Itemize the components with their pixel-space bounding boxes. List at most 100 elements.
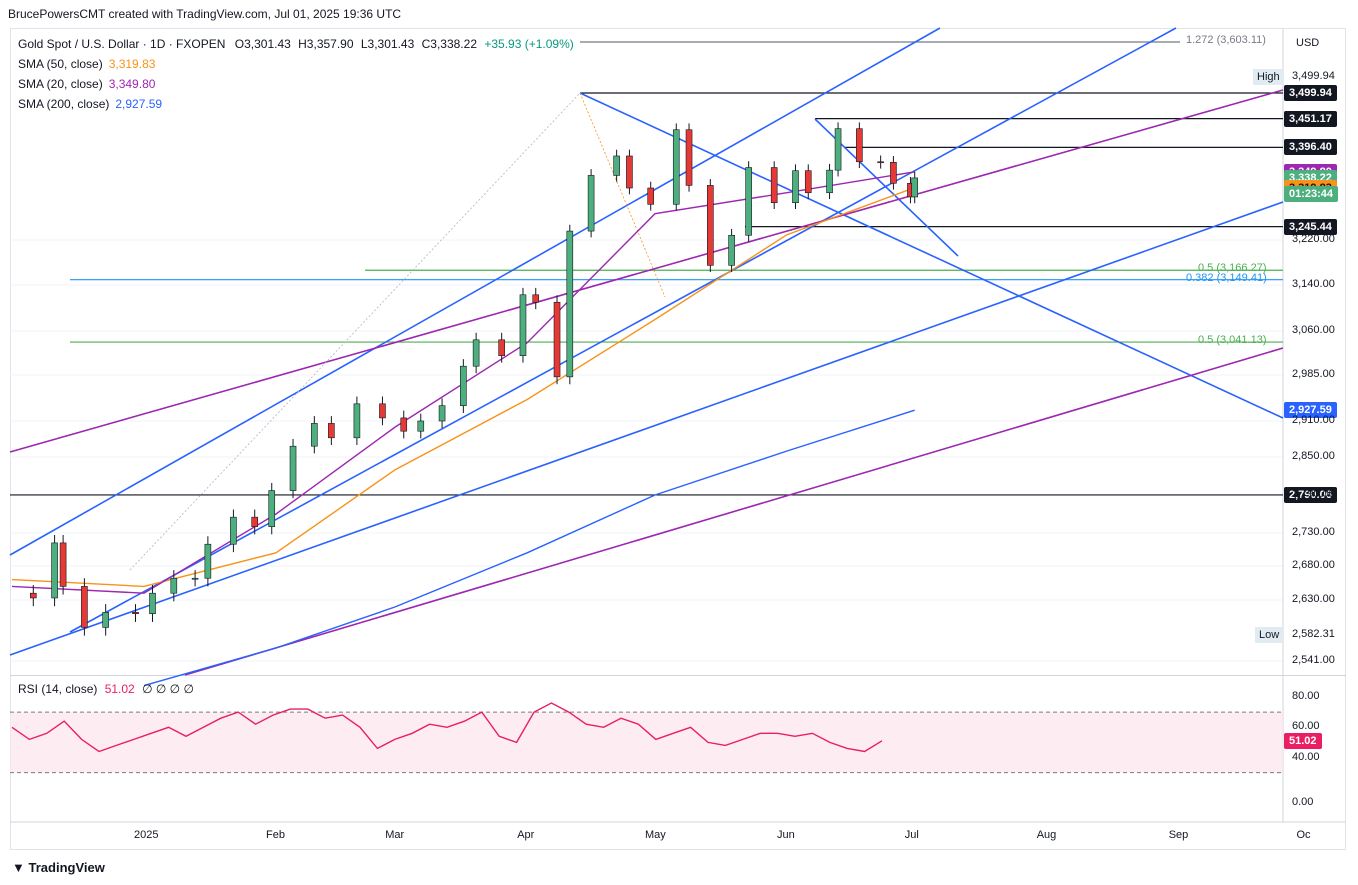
y-tick-label: 2,850.00 [1292, 450, 1335, 462]
price-box: 3,396.40 [1284, 139, 1337, 156]
sma20-value: 3,349.80 [108, 77, 156, 91]
rsi-tick-label: 40.00 [1292, 750, 1320, 763]
sma200-legend[interactable]: SMA (200, close) 2,927.59 [18, 94, 578, 114]
y-tick-label: 3,060.00 [1292, 324, 1335, 336]
candle-body [132, 612, 139, 615]
candle-body [328, 423, 335, 439]
rsi-tick-label: 80.00 [1292, 690, 1320, 702]
open-value: O3,301.43 [234, 37, 291, 51]
candle-body [890, 161, 897, 184]
rsi-band [10, 712, 1283, 773]
y-tick-label: 2,790.00 [1292, 488, 1335, 500]
y-tick-label: 2,910.00 [1292, 414, 1335, 426]
candle-body [532, 294, 540, 303]
ohlc-values: O3,301.43 H3,357.90 L3,301.43 C3,338.22 … [235, 37, 578, 51]
candle-body [230, 516, 237, 545]
candle-body [498, 339, 505, 356]
trend-line [579, 92, 1284, 419]
x-tick-label: Mar [385, 829, 405, 841]
high-value: H3,357.90 [298, 37, 354, 51]
candle-body [826, 169, 833, 194]
fib-label: 0.5 (3,166.27) [1198, 262, 1267, 275]
x-tick-label: Apr [517, 829, 535, 841]
candle-body [191, 577, 199, 580]
y-tick-label: 2,985.00 [1292, 368, 1335, 380]
candle-body [311, 423, 318, 447]
brand-icon: ▼ [12, 860, 25, 875]
candle-body [856, 128, 863, 163]
candle-body [102, 612, 109, 628]
price-box: 2,927.59 [1284, 402, 1337, 419]
x-tick-label: Feb [266, 829, 285, 841]
y-tick-label: 2,541.00 [1292, 654, 1335, 666]
price-box: 2,790.06 [1284, 486, 1337, 503]
candle-body [626, 155, 633, 189]
change-value: +35.93 (+1.09%) [484, 37, 574, 51]
sma50-legend[interactable]: SMA (50, close) 3,319.83 [18, 54, 578, 74]
candle-body [804, 170, 812, 194]
candle-body [460, 365, 467, 406]
high-tag: High [1253, 69, 1284, 85]
x-tick-label: Sep [1168, 829, 1189, 841]
low-value: L3,301.43 [360, 37, 415, 51]
rsi-value: 51.02 [104, 682, 135, 696]
symbol-title: Gold Spot / U.S. Dollar · 1D · FXOPEN [18, 37, 226, 51]
candle-body [672, 129, 680, 205]
candle-body [438, 405, 446, 422]
y-tick-label: 3,220.00 [1292, 233, 1335, 245]
candle-body [587, 175, 595, 232]
rsi-legend[interactable]: RSI (14, close) 51.02 ∅ ∅ ∅ ∅ [18, 682, 194, 696]
price-box: 3,451.17 [1284, 110, 1337, 127]
y-tick-label: 3,140.00 [1292, 278, 1335, 290]
candle-body [81, 586, 88, 628]
rsi-label: RSI (14, close) [18, 682, 98, 696]
sma50-value: 3,319.83 [108, 57, 156, 71]
high-price: 3,499.94 [1292, 70, 1335, 82]
fib-helper-line [579, 92, 666, 298]
y-tick-label: 2,730.00 [1292, 526, 1335, 538]
candle-body [877, 161, 884, 164]
candle-body [268, 490, 276, 527]
x-tick-label: Jun [776, 829, 795, 841]
sma-line-2 [143, 409, 915, 687]
y-tick-label: 2,630.00 [1292, 593, 1335, 605]
rsi-line [11, 702, 883, 753]
sma200-label: SMA (200, close) [18, 97, 110, 111]
sma200-value: 2,927.59 [115, 97, 163, 111]
brand-logo: ▼ TradingView [12, 860, 105, 875]
x-tick-label: 2025 [134, 829, 159, 841]
rsi-tick-label: 60.00 [1292, 720, 1320, 733]
trend-line [9, 27, 941, 556]
candle-body [472, 339, 480, 367]
candle-body [745, 167, 752, 236]
candle-body [728, 234, 735, 266]
candle-body [685, 129, 693, 186]
candle-body [566, 230, 574, 378]
candle-body [51, 542, 58, 599]
symbol-row: Gold Spot / U.S. Dollar · 1D · FXOPEN O3… [18, 34, 578, 54]
low-tag: Low [1255, 627, 1284, 643]
price-box: 3,499.94 [1284, 85, 1337, 101]
sma50-label: SMA (50, close) [18, 57, 103, 71]
sma20-label: SMA (20, close) [18, 77, 103, 91]
rsi-tick-label: 0.00 [1292, 796, 1314, 808]
candle-body [519, 294, 527, 356]
candle-body [59, 542, 67, 587]
x-tick-label: Aug [1036, 829, 1057, 841]
candle-body [613, 155, 620, 176]
countdown-box: 01:23:44 [1284, 185, 1339, 202]
candle-body [400, 417, 408, 432]
currency-label[interactable]: USD [1296, 37, 1320, 49]
fib-label: 0.5 (3,041.13) [1198, 334, 1267, 347]
y-tick-label: 2,680.00 [1292, 559, 1335, 571]
candle-body [29, 592, 37, 599]
chart-legend: Gold Spot / U.S. Dollar · 1D · FXOPEN O3… [18, 34, 578, 114]
rsi-extra: ∅ ∅ ∅ ∅ [142, 682, 194, 696]
x-tick-label: Oc [1296, 829, 1311, 841]
chart-caption: BrucePowersCMT created with TradingView.… [8, 7, 402, 21]
candle-body [149, 592, 156, 615]
price-box: 3,245.44 [1284, 218, 1337, 235]
candle-body [251, 516, 259, 527]
sma20-legend[interactable]: SMA (20, close) 3,349.80 [18, 74, 578, 94]
